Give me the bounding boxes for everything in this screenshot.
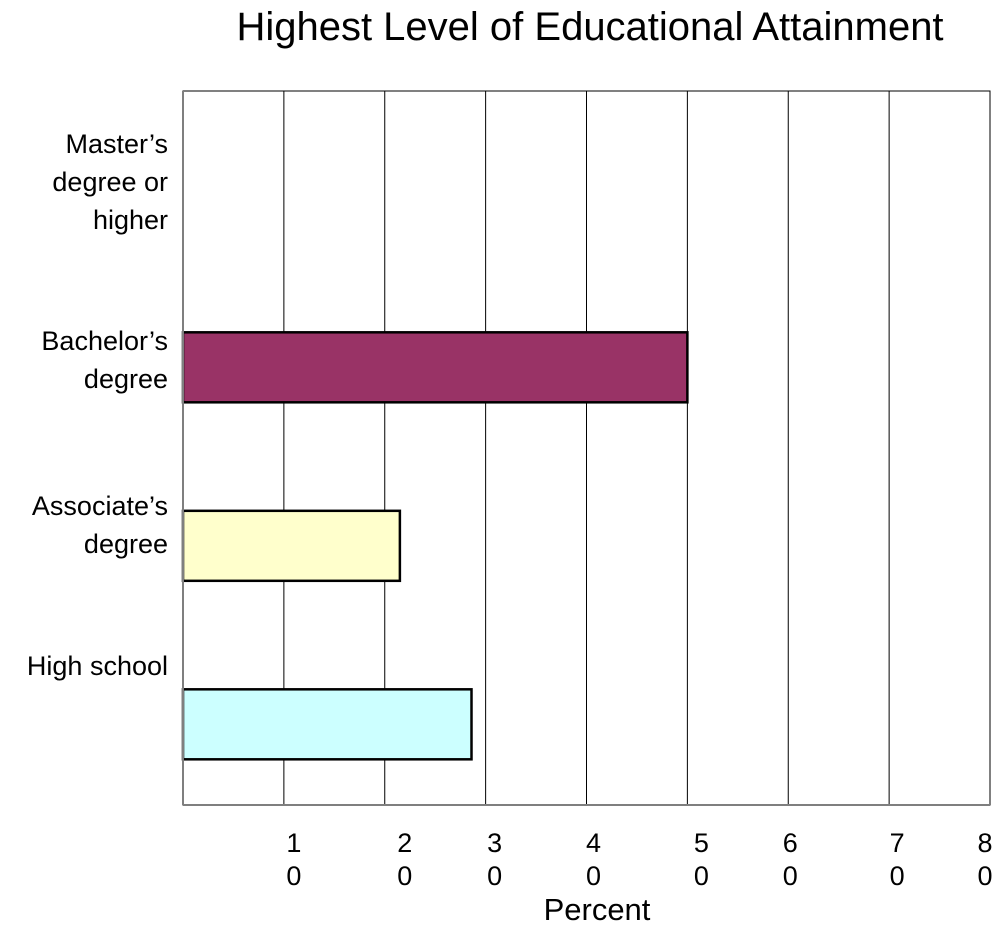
x-tick-label-line: 4 — [586, 828, 601, 858]
x-tick-label-line: 7 — [890, 828, 905, 858]
category-label-line: higher — [93, 205, 168, 235]
category-label: Bachelor’s degree — [41, 326, 168, 394]
category-label: High school — [27, 651, 168, 681]
chart-title: Highest Level of Educational Attainment — [236, 5, 944, 49]
bars — [181, 331, 689, 761]
x-tick-label-line: 8 — [977, 828, 992, 858]
category-label-line: degree — [84, 364, 168, 394]
category-label-line: degree or — [52, 167, 168, 197]
x-tick-label-line: 0 — [586, 861, 601, 891]
bar-2 — [181, 509, 402, 583]
x-tick-label-line: 0 — [397, 861, 412, 891]
x-tick-label-line: 0 — [487, 861, 502, 891]
category-label-line: degree — [84, 529, 168, 559]
x-tick-label-line: 0 — [783, 861, 798, 891]
x-axis-title: Percent — [544, 892, 651, 927]
x-tick-label-line: 0 — [890, 861, 905, 891]
category-label-line: Master’s — [65, 129, 168, 159]
x-tick-labels: 1 02 03 04 05 06 07 08 0 — [286, 828, 992, 891]
x-tick-label-line: 3 — [487, 828, 502, 858]
category-label-line: High school — [27, 651, 168, 681]
x-tick-label-line: 5 — [694, 828, 709, 858]
x-tick-label-line: 0 — [977, 861, 992, 891]
x-tick-label-line: 1 — [286, 828, 301, 858]
category-label: Associate’s degree — [32, 491, 168, 559]
category-label-line: Bachelor’s — [41, 326, 168, 356]
axes — [182, 90, 991, 806]
x-tick-label-line: 0 — [694, 861, 709, 891]
category-label: Master’s degree or higher — [52, 129, 168, 235]
category-label-line: Associate’s — [32, 491, 168, 521]
bar-1 — [181, 331, 689, 404]
x-tick-label-line: 0 — [286, 861, 301, 891]
x-tick-label-line: 6 — [783, 828, 798, 858]
x-tick-label-line: 2 — [397, 828, 412, 858]
bar-3 — [181, 688, 473, 761]
